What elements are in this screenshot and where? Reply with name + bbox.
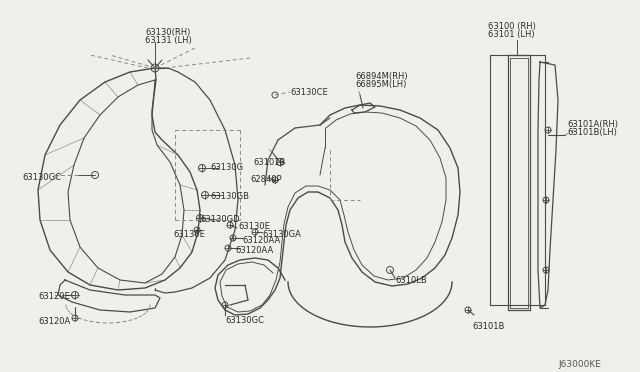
Text: 63130GA: 63130GA	[262, 230, 301, 239]
Text: 62840P: 62840P	[250, 175, 282, 184]
Text: 63120E: 63120E	[38, 292, 70, 301]
Text: 63130GC: 63130GC	[22, 173, 61, 182]
Text: 63120AA: 63120AA	[242, 236, 280, 245]
Text: 63100 (RH): 63100 (RH)	[488, 22, 536, 31]
Text: 63130G: 63130G	[210, 163, 243, 172]
Text: 6310LB: 6310LB	[395, 276, 427, 285]
Text: 63101A(RH): 63101A(RH)	[567, 120, 618, 129]
Bar	[490, 55, 545, 305]
Text: 63120A: 63120A	[38, 317, 70, 326]
Text: 63130CE: 63130CE	[290, 88, 328, 97]
Text: 63130E: 63130E	[173, 230, 205, 239]
Text: 63130GC: 63130GC	[225, 316, 264, 325]
Text: 63101B: 63101B	[472, 322, 504, 331]
Text: 63101 (LH): 63101 (LH)	[488, 30, 534, 39]
Text: 63120AA: 63120AA	[235, 246, 273, 255]
Text: 63130(RH): 63130(RH)	[145, 28, 190, 37]
Text: 63130E: 63130E	[238, 222, 270, 231]
Text: 63101B(LH): 63101B(LH)	[567, 128, 617, 137]
Text: 63101B: 63101B	[253, 158, 285, 167]
Text: J63000KE: J63000KE	[558, 360, 601, 369]
Text: 63131 (LH): 63131 (LH)	[145, 36, 192, 45]
Text: 66895M(LH): 66895M(LH)	[355, 80, 406, 89]
Text: 66894M(RH): 66894M(RH)	[355, 72, 408, 81]
Text: 63130GB: 63130GB	[210, 192, 249, 201]
Text: 63130GD: 63130GD	[200, 215, 239, 224]
